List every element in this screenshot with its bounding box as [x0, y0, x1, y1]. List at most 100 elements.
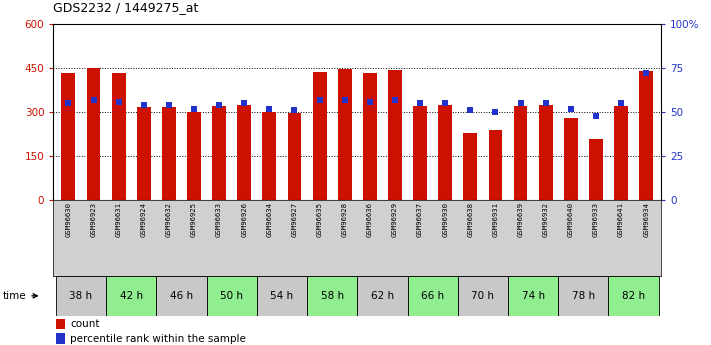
Text: GDS2232 / 1449275_at: GDS2232 / 1449275_at — [53, 1, 198, 14]
Bar — [438, 105, 452, 200]
Bar — [413, 106, 427, 200]
Text: 54 h: 54 h — [270, 291, 294, 301]
Point — [439, 101, 451, 106]
Point — [565, 106, 577, 111]
Text: GSM96928: GSM96928 — [342, 203, 348, 237]
Text: percentile rank within the sample: percentile rank within the sample — [70, 334, 246, 344]
Bar — [112, 73, 126, 200]
Text: GSM96931: GSM96931 — [493, 203, 498, 237]
Text: 42 h: 42 h — [119, 291, 143, 301]
Text: 38 h: 38 h — [70, 291, 92, 301]
Point — [164, 102, 175, 108]
Point — [188, 106, 200, 111]
Bar — [207, 276, 257, 316]
Text: 66 h: 66 h — [421, 291, 444, 301]
Bar — [464, 132, 477, 200]
Bar — [609, 276, 658, 316]
Text: 78 h: 78 h — [572, 291, 595, 301]
Point — [63, 101, 74, 106]
Text: 82 h: 82 h — [622, 291, 645, 301]
Point — [88, 97, 100, 102]
Bar — [187, 111, 201, 200]
Bar — [558, 276, 609, 316]
Bar — [61, 73, 75, 200]
Bar — [513, 106, 528, 200]
Text: GSM96632: GSM96632 — [166, 203, 172, 237]
Text: GSM96631: GSM96631 — [116, 203, 122, 237]
Text: GSM96635: GSM96635 — [316, 203, 323, 237]
Bar — [338, 69, 352, 200]
Point — [364, 99, 375, 104]
Text: GSM96925: GSM96925 — [191, 203, 197, 237]
Text: GSM96933: GSM96933 — [593, 203, 599, 237]
Text: GSM96637: GSM96637 — [417, 203, 423, 237]
Point — [389, 97, 400, 102]
Bar — [589, 139, 603, 200]
Bar — [488, 130, 503, 200]
Bar — [156, 276, 207, 316]
Point — [415, 101, 426, 106]
Text: GSM96932: GSM96932 — [542, 203, 549, 237]
Text: GSM96639: GSM96639 — [518, 203, 523, 237]
Point — [213, 102, 225, 108]
Bar — [313, 72, 326, 200]
Point — [540, 101, 551, 106]
Text: GSM96640: GSM96640 — [568, 203, 574, 237]
Text: GSM96926: GSM96926 — [241, 203, 247, 237]
Bar — [257, 276, 307, 316]
Point — [515, 101, 526, 106]
Text: count: count — [70, 319, 100, 329]
Bar — [56, 276, 106, 316]
Bar — [56, 319, 65, 329]
Bar — [564, 118, 578, 200]
Text: GSM96930: GSM96930 — [442, 203, 448, 237]
Text: 74 h: 74 h — [522, 291, 545, 301]
Bar — [307, 276, 357, 316]
Bar — [287, 113, 301, 200]
Bar — [212, 106, 226, 200]
Text: GSM96924: GSM96924 — [141, 203, 146, 237]
Bar — [237, 105, 251, 200]
Text: GSM96641: GSM96641 — [618, 203, 624, 237]
Text: GSM96927: GSM96927 — [292, 203, 297, 237]
Bar — [262, 112, 277, 200]
Point — [314, 97, 326, 102]
Bar — [388, 70, 402, 200]
Point — [641, 71, 652, 76]
Bar — [407, 276, 458, 316]
Point — [289, 108, 300, 113]
Text: 50 h: 50 h — [220, 291, 243, 301]
Text: GSM96636: GSM96636 — [367, 203, 373, 237]
Text: GSM96633: GSM96633 — [216, 203, 222, 237]
Point — [339, 97, 351, 102]
Text: GSM96929: GSM96929 — [392, 203, 398, 237]
Bar — [357, 276, 407, 316]
Bar — [137, 107, 151, 200]
Bar — [614, 106, 628, 200]
Point — [590, 113, 602, 118]
Point — [239, 101, 250, 106]
Text: 70 h: 70 h — [471, 291, 494, 301]
Bar — [539, 105, 552, 200]
Bar — [87, 68, 100, 200]
Point — [615, 101, 626, 106]
Text: 58 h: 58 h — [321, 291, 343, 301]
Point — [490, 109, 501, 115]
Text: GSM96638: GSM96638 — [467, 203, 474, 237]
Bar — [363, 73, 377, 200]
Bar — [508, 276, 558, 316]
Text: time: time — [3, 291, 37, 301]
Text: GSM96634: GSM96634 — [267, 203, 272, 237]
Bar — [639, 71, 653, 200]
Bar — [106, 276, 156, 316]
Bar — [458, 276, 508, 316]
Bar — [56, 333, 65, 344]
Point — [464, 108, 476, 113]
Point — [113, 99, 124, 104]
Text: 46 h: 46 h — [170, 291, 193, 301]
Bar — [162, 107, 176, 200]
Point — [138, 102, 149, 108]
Point — [264, 106, 275, 111]
Text: GSM96630: GSM96630 — [65, 203, 71, 237]
Text: GSM96923: GSM96923 — [90, 203, 97, 237]
